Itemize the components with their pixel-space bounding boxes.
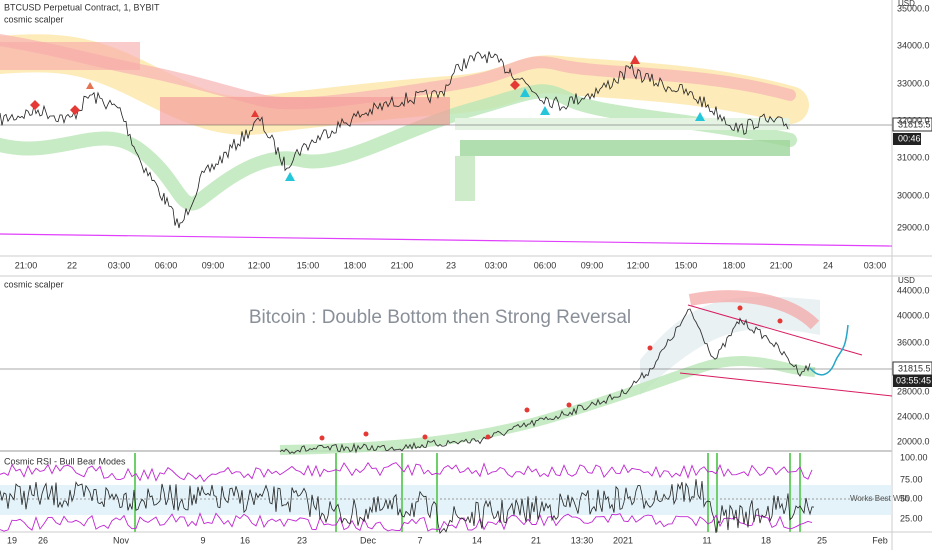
date-tick: 25 — [817, 535, 827, 545]
signals — [319, 305, 783, 441]
time-tick: 23 — [446, 260, 456, 270]
date-tick: 9 — [200, 535, 205, 545]
countdown: 03:55:45 — [896, 375, 931, 385]
time-tick: 21:00 — [15, 260, 38, 270]
countdown-tag — [893, 133, 921, 145]
date-tick: 18 — [761, 535, 771, 545]
zone — [460, 140, 790, 156]
signals — [30, 55, 705, 181]
zone — [160, 97, 450, 125]
date-tick: 2021 — [613, 535, 633, 545]
trend-line — [0, 233, 893, 247]
rsi-line — [0, 479, 815, 535]
last-price: 31815.5 — [898, 363, 931, 373]
symbol: BTCUSD Perpetual Contract, 1, BYBIT — [4, 2, 160, 12]
date-tick: Feb — [872, 535, 888, 545]
time-tick: 06:00 — [155, 260, 178, 270]
price-tick: 44000.0 — [897, 285, 930, 295]
time-tick: 12:00 — [627, 260, 650, 270]
rsi-title: Cosmic RSI - Bull Bear Modes — [4, 456, 126, 466]
time-tick: 22 — [67, 260, 77, 270]
price-tick: 35000.0 — [897, 3, 930, 13]
time-tick: 21:00 — [770, 260, 793, 270]
date-tick: 23 — [297, 535, 307, 545]
projection — [809, 324, 849, 376]
date-tick: 26 — [38, 535, 48, 545]
rsi-tick: 75.00 — [900, 474, 923, 484]
price-tick: 33000.0 — [897, 78, 930, 88]
zone — [0, 42, 140, 70]
zone — [455, 118, 790, 130]
price-tick: 31000.0 — [897, 152, 930, 162]
date-tick: Nov — [113, 535, 130, 545]
rsi-band — [0, 461, 813, 532]
countdown: 00:46 — [898, 133, 921, 143]
price-series — [279, 308, 811, 455]
date-tick: 19 — [7, 535, 17, 545]
last-price: 31815.5 — [898, 119, 931, 129]
countdown-tag — [893, 375, 932, 387]
time-tick: 15:00 — [297, 260, 320, 270]
trend-line — [679, 372, 893, 397]
date-tick: 13:30 — [571, 535, 594, 545]
date-tick: 21 — [531, 535, 541, 545]
date-tick: 14 — [472, 535, 482, 545]
price-tick: 24000.0 — [897, 411, 930, 421]
time-tick: 09:00 — [202, 260, 225, 270]
time-tick: 15:00 — [675, 260, 698, 270]
date-tick: 11 — [702, 535, 711, 545]
time-tick: 18:00 — [723, 260, 746, 270]
cloud — [640, 296, 820, 395]
time-tick: 18:00 — [344, 260, 367, 270]
time-tick: 12:00 — [248, 260, 271, 270]
rsi-tick: 100.00 — [900, 452, 928, 462]
price-tick: 29000.0 — [897, 222, 930, 232]
indicator-name: cosmic scalper — [4, 279, 64, 289]
band — [688, 290, 820, 330]
price-tick: 30000.0 — [897, 190, 930, 200]
date-tick: 7 — [417, 535, 422, 545]
price-tick: 36000.0 — [897, 337, 930, 347]
time-tick: 03:00 — [108, 260, 131, 270]
time-tick: 03:00 — [485, 260, 508, 270]
time-tick: 06:00 — [534, 260, 557, 270]
axes: 35000.0 34000.0 33000.0 32000.0 31000.0 30000… — [7, 3, 930, 545]
band — [279, 356, 816, 455]
time-tick: 09:00 — [581, 260, 604, 270]
time-tick: 03:00 — [864, 260, 887, 270]
time-tick: 24 — [823, 260, 833, 270]
axis-unit: USD — [898, 276, 915, 285]
annotation: Bitcoin : Double Bottom then Strong Reve… — [249, 307, 631, 328]
indicator-name: cosmic scalper — [4, 14, 64, 24]
price-tick: 32000.0 — [897, 115, 930, 125]
rsi-tick: 25.00 — [900, 513, 923, 523]
date-tick: Dec — [360, 535, 377, 545]
axis-unit: USD — [898, 0, 915, 8]
price-tick: 34000.0 — [897, 40, 930, 50]
price-series — [0, 51, 789, 229]
time-tick: 21:00 — [391, 260, 414, 270]
zone — [455, 156, 475, 201]
price-tick: 28000.0 — [897, 386, 930, 396]
price-tick: 20000.0 — [897, 436, 930, 446]
date-tick: 16 — [240, 535, 250, 545]
price-tick: 40000.0 — [897, 310, 930, 320]
rsi-note: Works Best With — [850, 494, 909, 503]
trend-line — [687, 304, 863, 356]
rsi-tick: 50.00 — [900, 493, 923, 503]
price-tag — [892, 117, 932, 132]
